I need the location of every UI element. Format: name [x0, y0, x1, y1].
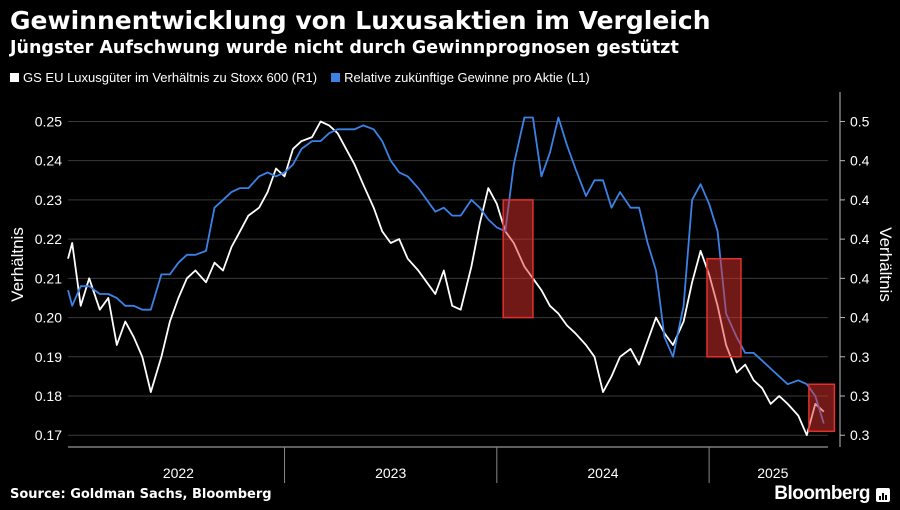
right-axis-title: Verhältnis	[876, 227, 895, 302]
right-tick-label: 0.4	[850, 270, 870, 286]
bloomberg-logo: Bloomberg	[774, 483, 870, 504]
right-tick-label: 0.4	[850, 310, 870, 326]
chart-title: Gewinnentwicklung von Luxusaktien im Ver…	[10, 6, 711, 35]
chart-subtitle: Jüngster Aufschwung wurde nicht durch Ge…	[10, 38, 679, 58]
legend-label-blue: Relative zukünftige Gewinne pro Aktie (L…	[344, 70, 590, 85]
left-tick-label: 0.18	[35, 388, 62, 404]
legend-item-blue: Relative zukünftige Gewinne pro Aktie (L…	[331, 70, 590, 85]
legend-label-white: GS EU Luxusgüter im Verhältnis zu Stoxx …	[23, 70, 318, 85]
series-line-blue	[67, 116, 825, 424]
highlight-box	[502, 199, 534, 319]
left-tick-label: 0.17	[35, 427, 62, 443]
left-tick-label: 0.25	[35, 113, 62, 129]
bloomberg-bars-icon	[876, 488, 890, 502]
x-tick-label: 2024	[587, 465, 618, 481]
left-axis-title: Verhältnis	[8, 227, 27, 302]
legend-swatch-blue	[331, 73, 341, 82]
series-line-white	[67, 120, 825, 437]
legend-item-white: GS EU Luxusgüter im Verhältnis zu Stoxx …	[10, 70, 317, 85]
right-tick-label: 0.4	[850, 153, 870, 169]
highlight-box	[706, 257, 742, 358]
source-note: Source: Goldman Sachs, Bloomberg	[10, 487, 272, 502]
right-tick-label: 0.5	[850, 113, 870, 129]
right-tick-label: 0.4	[850, 231, 870, 247]
highlight-box	[808, 383, 836, 433]
x-tick-label: 2023	[375, 465, 406, 481]
legend-swatch-white	[10, 73, 19, 82]
x-tick-label: 2022	[163, 465, 194, 481]
right-tick-label: 0.3	[850, 427, 870, 443]
left-tick-label: 0.24	[35, 153, 62, 169]
x-tick-label: 2025	[757, 465, 788, 481]
left-tick-label: 0.21	[35, 270, 62, 286]
left-tick-label: 0.19	[35, 349, 62, 365]
right-tick-label: 0.3	[850, 388, 870, 404]
right-tick-label: 0.3	[850, 349, 870, 365]
legend: GS EU Luxusgüter im Verhältnis zu Stoxx …	[10, 70, 604, 85]
left-tick-label: 0.22	[35, 231, 62, 247]
left-tick-label: 0.20	[35, 310, 62, 326]
left-tick-label: 0.23	[35, 192, 62, 208]
right-tick-label: 0.4	[850, 192, 870, 208]
